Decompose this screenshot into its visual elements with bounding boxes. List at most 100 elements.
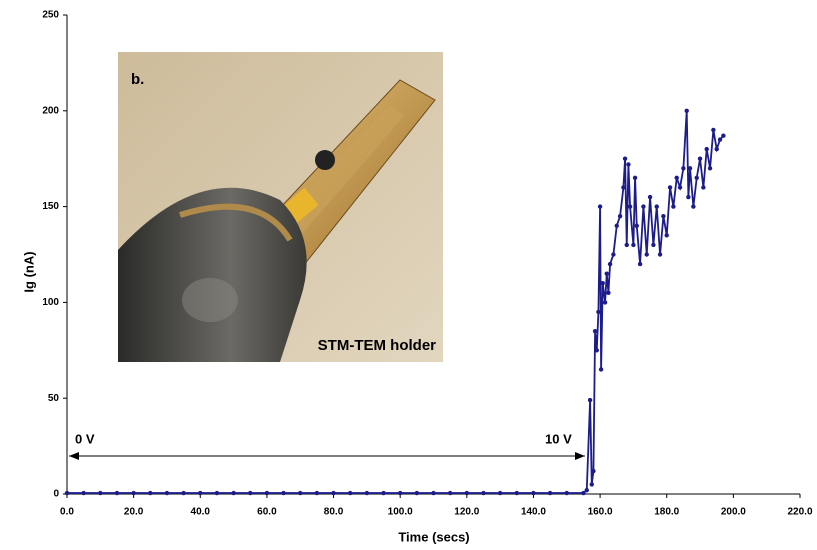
data-point bbox=[691, 204, 695, 208]
inset-label: b. bbox=[131, 71, 144, 88]
data-point bbox=[498, 491, 502, 495]
data-point bbox=[581, 491, 585, 495]
x-tick-label: 40.0 bbox=[191, 507, 211, 518]
data-point bbox=[115, 491, 119, 495]
annotation-text: 0 V bbox=[75, 431, 95, 446]
arrow-head bbox=[575, 452, 585, 460]
data-point bbox=[599, 367, 603, 371]
x-tick-label: 20.0 bbox=[124, 507, 144, 518]
y-axis-title: Ig (nA) bbox=[21, 251, 36, 292]
data-point bbox=[481, 491, 485, 495]
data-point bbox=[651, 243, 655, 247]
data-point bbox=[695, 176, 699, 180]
data-point bbox=[593, 329, 597, 333]
data-point bbox=[605, 271, 609, 275]
x-tick-label: 180.0 bbox=[654, 507, 679, 518]
data-point bbox=[348, 491, 352, 495]
data-point bbox=[681, 166, 685, 170]
data-point bbox=[668, 185, 672, 189]
data-point bbox=[678, 185, 682, 189]
data-point bbox=[598, 204, 602, 208]
data-point bbox=[548, 491, 552, 495]
data-point bbox=[721, 134, 725, 138]
data-point bbox=[638, 262, 642, 266]
y-tick-label: 100 bbox=[42, 297, 59, 308]
data-point bbox=[631, 243, 635, 247]
chart: b. STM-TEM holder Time (secs) Ig (nA) 0 … bbox=[0, 0, 817, 550]
data-point bbox=[623, 157, 627, 161]
data-point bbox=[701, 185, 705, 189]
x-tick-label: 160.0 bbox=[588, 507, 613, 518]
data-point bbox=[603, 300, 607, 304]
data-point bbox=[65, 491, 69, 495]
data-point bbox=[661, 214, 665, 218]
data-point bbox=[585, 488, 589, 492]
data-point bbox=[131, 491, 135, 495]
data-point bbox=[618, 214, 622, 218]
data-point bbox=[718, 137, 722, 141]
data-point bbox=[181, 491, 185, 495]
data-point bbox=[715, 147, 719, 151]
data-point bbox=[265, 491, 269, 495]
y-tick-label: 250 bbox=[42, 10, 59, 21]
data-point bbox=[81, 491, 85, 495]
data-point bbox=[611, 252, 615, 256]
data-point bbox=[590, 482, 594, 486]
data-point bbox=[686, 195, 690, 199]
data-point bbox=[448, 491, 452, 495]
data-point bbox=[515, 491, 519, 495]
data-point bbox=[595, 348, 599, 352]
data-point bbox=[215, 491, 219, 495]
data-point bbox=[628, 204, 632, 208]
data-point bbox=[615, 224, 619, 228]
data-point bbox=[431, 491, 435, 495]
data-point bbox=[231, 491, 235, 495]
inset-photo: b. STM-TEM holder bbox=[118, 52, 443, 362]
data-point bbox=[381, 491, 385, 495]
annotation: 0 V 10 V bbox=[69, 431, 585, 460]
data-point bbox=[365, 491, 369, 495]
y-tick-label: 50 bbox=[48, 393, 60, 404]
data-point bbox=[698, 157, 702, 161]
data-point bbox=[331, 491, 335, 495]
data-point bbox=[665, 233, 669, 237]
data-point bbox=[398, 491, 402, 495]
data-point bbox=[658, 252, 662, 256]
y-tick-label: 0 bbox=[53, 489, 59, 500]
annotation-text: 10 V bbox=[545, 431, 572, 446]
data-point bbox=[281, 491, 285, 495]
data-point bbox=[148, 491, 152, 495]
data-point bbox=[705, 147, 709, 151]
data-point bbox=[98, 491, 102, 495]
data-point bbox=[675, 176, 679, 180]
data-point bbox=[645, 252, 649, 256]
y-tick-label: 200 bbox=[42, 105, 59, 116]
x-tick-label: 100.0 bbox=[388, 507, 413, 518]
data-point bbox=[641, 204, 645, 208]
x-axis-title: Time (secs) bbox=[398, 529, 469, 544]
inset-caption: STM-TEM holder bbox=[318, 337, 436, 354]
y-tick-label: 150 bbox=[42, 201, 59, 212]
x-tick-label: 80.0 bbox=[324, 507, 344, 518]
data-point bbox=[465, 491, 469, 495]
data-point bbox=[626, 162, 630, 166]
data-point bbox=[596, 310, 600, 314]
data-point bbox=[608, 262, 612, 266]
x-tick-label: 220.0 bbox=[787, 507, 812, 518]
data-point bbox=[621, 185, 625, 189]
data-point bbox=[625, 243, 629, 247]
data-point bbox=[588, 398, 592, 402]
data-point bbox=[635, 224, 639, 228]
x-tick-label: 60.0 bbox=[257, 507, 277, 518]
data-point bbox=[591, 469, 595, 473]
data-point bbox=[298, 491, 302, 495]
data-point bbox=[315, 491, 319, 495]
data-point bbox=[633, 176, 637, 180]
data-point bbox=[606, 291, 610, 295]
data-point bbox=[648, 195, 652, 199]
data-point bbox=[671, 204, 675, 208]
x-tick-label: 140.0 bbox=[521, 507, 546, 518]
arrow-head bbox=[69, 452, 79, 460]
data-point bbox=[165, 491, 169, 495]
data-point bbox=[601, 281, 605, 285]
